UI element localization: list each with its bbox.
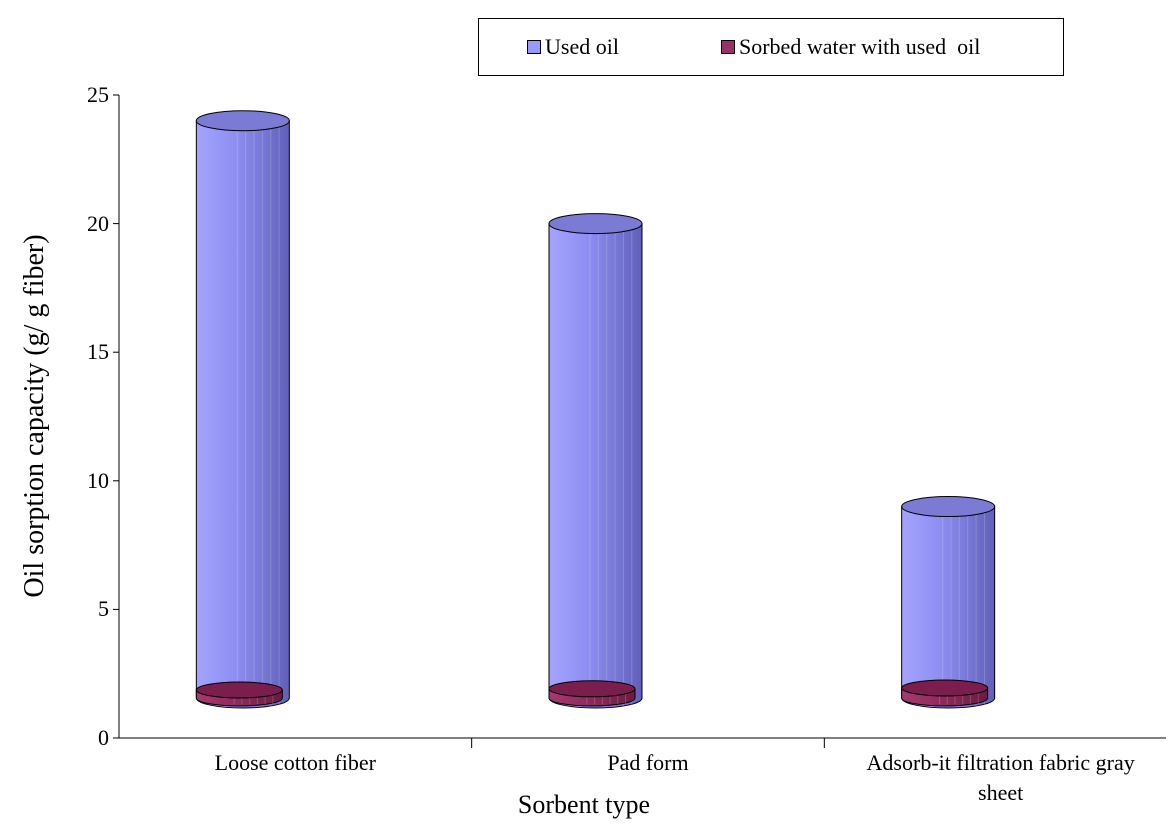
bar-used-oil-1 bbox=[548, 213, 643, 709]
bars bbox=[195, 110, 996, 709]
legend-label-sorbed-water: Sorbed water with used oil bbox=[739, 34, 981, 59]
bar-body bbox=[548, 223, 643, 709]
y-tick-label: 5 bbox=[98, 596, 109, 622]
y-tick-label: 0 bbox=[98, 725, 109, 750]
x-category-label: Loose cotton fiber bbox=[214, 750, 376, 775]
bar-body bbox=[901, 506, 996, 709]
bar-top bbox=[548, 680, 636, 698]
bar-top bbox=[548, 213, 643, 235]
legend-swatch-used-oil bbox=[527, 40, 541, 54]
y-tick-label: 10 bbox=[87, 467, 109, 493]
bar-sorbed-water-0 bbox=[195, 681, 283, 707]
x-category-label: Adsorb-it filtration fabric gray sheet bbox=[866, 750, 1135, 805]
bar-sorbed-water-2 bbox=[901, 679, 989, 707]
legend-item-used-oil: Used oil bbox=[527, 34, 619, 60]
y-axis-title: Oil sorption capacity (g/ g fiber) bbox=[19, 234, 50, 598]
bar-top bbox=[901, 496, 996, 518]
y-tick-label: 15 bbox=[87, 339, 109, 365]
x-category-label: Pad form bbox=[607, 750, 689, 775]
axes bbox=[113, 94, 1166, 748]
legend-item-sorbed-water: Sorbed water with used oil bbox=[721, 34, 980, 60]
bar-top bbox=[195, 681, 283, 699]
bar-top bbox=[195, 110, 290, 132]
legend: Used oil Sorbed water with used oil bbox=[478, 18, 1064, 76]
bar-used-oil-2 bbox=[901, 496, 996, 709]
x-axis-title: Sorbent type bbox=[517, 790, 651, 819]
y-tick-label: 20 bbox=[87, 210, 109, 236]
legend-label-used-oil: Used oil bbox=[545, 34, 619, 59]
legend-swatch-sorbed-water bbox=[721, 40, 735, 54]
bar-body bbox=[195, 120, 290, 709]
bar-sorbed-water-1 bbox=[548, 680, 636, 707]
bar-top bbox=[901, 679, 989, 697]
bar-used-oil-0 bbox=[195, 110, 290, 709]
y-tick-label: 25 bbox=[87, 82, 109, 107]
